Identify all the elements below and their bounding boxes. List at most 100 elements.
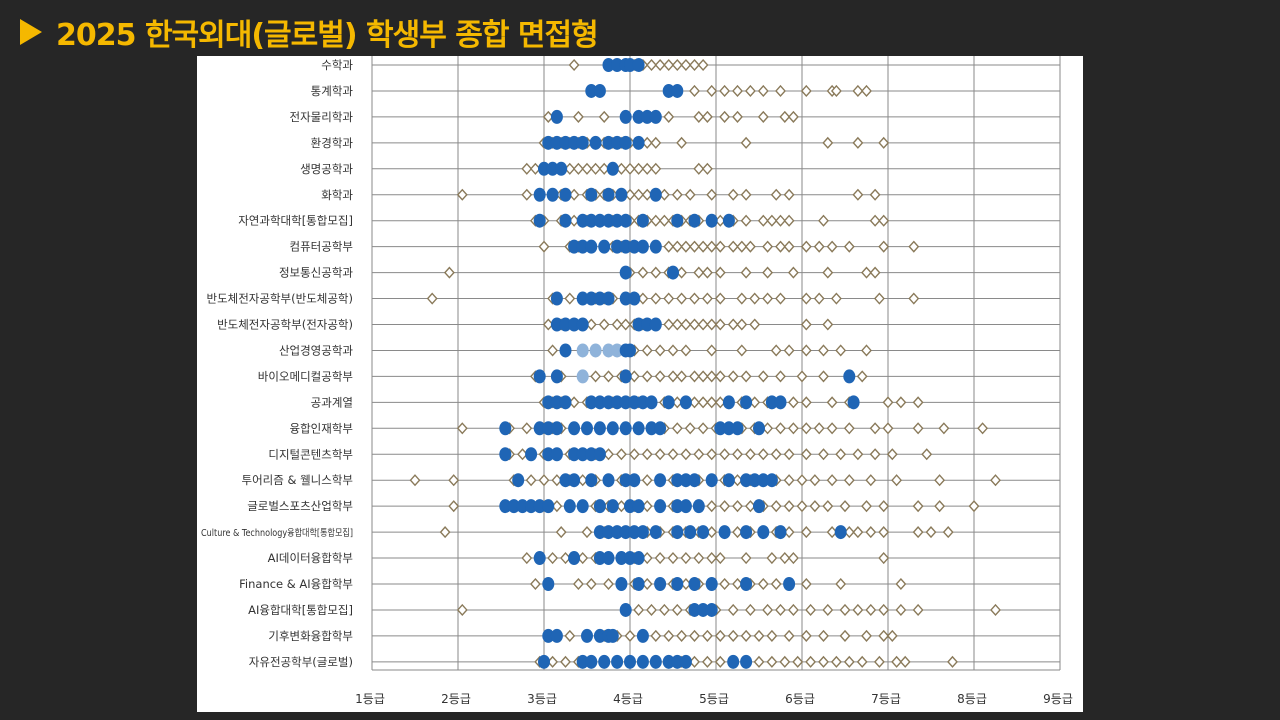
- admitted-marker: [619, 473, 632, 488]
- admitted-marker: [641, 109, 654, 124]
- applicant-marker: [521, 552, 533, 565]
- admitted-marker: [843, 369, 856, 384]
- applicant-marker: [908, 240, 920, 253]
- applicant-marker: [740, 552, 752, 565]
- applicant-marker: [646, 58, 657, 72]
- applicant-marker: [899, 655, 911, 668]
- applicant-marker: [861, 344, 872, 357]
- admitted-marker: [731, 421, 744, 436]
- applicant-marker: [654, 344, 666, 357]
- admitted-marker: [624, 654, 636, 669]
- applicant-marker: [839, 629, 851, 642]
- applicant-marker: [727, 240, 739, 253]
- applicant-marker: [822, 266, 834, 279]
- applicant-marker: [538, 474, 550, 487]
- applicant-marker: [714, 655, 726, 668]
- applicant-marker: [736, 292, 748, 305]
- category-label: Culture & Technology융합대학[통합모집]: [201, 527, 353, 539]
- applicant-marker: [783, 344, 795, 357]
- category-label: 투어리즘 & 웰니스학부: [242, 473, 354, 487]
- applicant-marker: [521, 162, 533, 175]
- applicant-marker: [770, 188, 782, 201]
- admitted-marker: [593, 628, 606, 643]
- applicant-marker: [757, 214, 769, 227]
- applicant-marker: [757, 110, 769, 123]
- admitted-marker: [593, 83, 606, 98]
- admitted-marker: [705, 602, 718, 617]
- admitted-marker: [593, 213, 606, 228]
- admitted-marker: [542, 447, 555, 462]
- admitted-marker: [718, 525, 731, 540]
- applicant-marker: [865, 526, 877, 539]
- admitted-marker: [628, 291, 641, 306]
- applicant-marker: [912, 603, 924, 616]
- admitted-marker: [602, 291, 615, 306]
- applicant-marker: [706, 396, 718, 409]
- admitted-marker: [679, 395, 692, 410]
- applicant-marker: [603, 370, 614, 383]
- play-arrow-icon: [20, 19, 42, 45]
- admitted-marker: [593, 551, 606, 566]
- admitted-marker: [632, 577, 645, 591]
- admitted-marker: [602, 473, 615, 488]
- admitted-marker: [576, 213, 589, 228]
- admitted-marker: [585, 473, 598, 488]
- admitted-marker: [645, 395, 658, 410]
- admitted-marker: [611, 395, 624, 410]
- admitted-marker: [753, 421, 765, 436]
- applicant-marker: [934, 500, 946, 513]
- admitted-marker: [559, 473, 572, 488]
- applicant-marker: [762, 266, 774, 279]
- applicant-marker: [689, 370, 700, 383]
- x-tick-label: 8등급: [957, 692, 987, 706]
- applicant-marker: [706, 318, 718, 331]
- admitted-marker: [649, 239, 662, 254]
- applicant-marker: [671, 603, 683, 616]
- admitted-marker: [722, 421, 735, 436]
- admitted-marker: [546, 161, 559, 176]
- admitted-marker: [624, 343, 636, 358]
- applicant-marker: [895, 577, 907, 591]
- applicant-marker: [719, 110, 731, 123]
- applicant-marker: [560, 655, 571, 668]
- applicant-marker: [572, 577, 584, 591]
- category-label: 통계학과: [311, 84, 354, 98]
- admitted-marker: [581, 628, 593, 643]
- applicant-marker: [568, 58, 580, 72]
- applicant-marker: [822, 603, 834, 616]
- applicant-marker: [787, 603, 799, 616]
- applicant-marker: [680, 318, 692, 331]
- applicant-marker: [714, 240, 726, 253]
- applicant-marker: [990, 474, 1001, 487]
- admitted-marker: [636, 213, 649, 228]
- admitted-marker: [714, 421, 727, 436]
- admitted-marker: [546, 187, 559, 202]
- applicant-marker: [740, 188, 752, 201]
- applicant-marker: [671, 240, 683, 253]
- applicant-marker: [800, 292, 812, 305]
- applicant-marker: [693, 110, 705, 123]
- applicant-marker: [598, 318, 610, 331]
- applicant-marker: [822, 136, 834, 149]
- applicant-marker: [878, 526, 890, 539]
- admitted-marker: [697, 525, 710, 540]
- applicant-marker: [891, 474, 903, 487]
- applicant-marker: [783, 188, 795, 201]
- applicant-marker: [775, 292, 786, 305]
- admitted-marker: [662, 654, 675, 669]
- admitted-marker: [585, 291, 598, 306]
- applicant-marker: [818, 629, 829, 642]
- admitted-marker: [606, 421, 619, 436]
- applicant-marker: [822, 318, 834, 331]
- applicant-marker: [852, 84, 864, 97]
- applicant-marker: [456, 188, 468, 201]
- applicant-marker: [650, 266, 662, 279]
- applicant-marker: [800, 577, 812, 591]
- applicant-marker: [719, 500, 731, 513]
- admitted-marker: [705, 577, 718, 591]
- admitted-marker: [619, 109, 632, 124]
- applicant-marker: [409, 474, 421, 487]
- admitted-marker: [740, 577, 753, 591]
- applicant-marker: [861, 629, 872, 642]
- admitted-marker: [598, 654, 611, 669]
